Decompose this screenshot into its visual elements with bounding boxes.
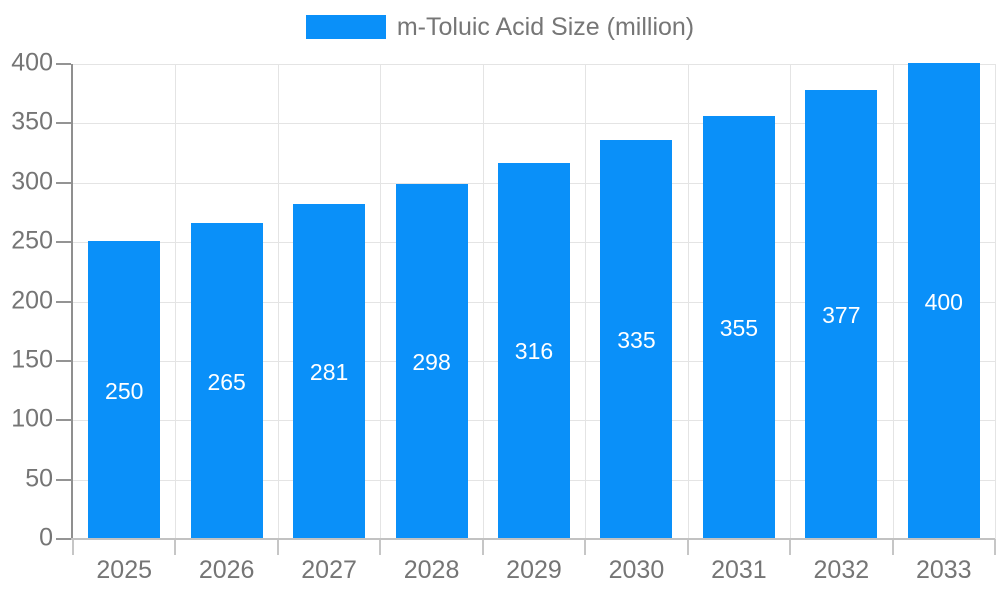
x-axis-tick-mark — [379, 539, 382, 555]
y-axis-tick-mark — [56, 419, 71, 422]
x-axis-tick-mark — [584, 539, 587, 555]
x-axis-tick-mark — [789, 539, 792, 555]
x-axis-tick-mark — [174, 539, 177, 555]
x-axis-tick-label: 2032 — [813, 556, 870, 584]
bar-2032 — [805, 90, 878, 538]
legend-label: m-Toluic Acid Size (million) — [396, 13, 695, 41]
gridline-vertical — [380, 64, 382, 539]
bar-2028 — [395, 184, 468, 538]
gridline-vertical — [175, 64, 177, 539]
bar-2033 — [907, 63, 980, 538]
gridline-vertical — [995, 64, 996, 539]
y-axis-tick-mark — [56, 478, 71, 481]
x-axis-tick-label: 2028 — [403, 556, 460, 584]
y-axis-tick-mark — [56, 122, 71, 125]
legend-color-swatch — [305, 15, 386, 40]
y-axis-tick-label: 250 — [11, 226, 53, 255]
y-axis-tick-mark — [56, 300, 71, 303]
x-axis-tick-label: 2027 — [301, 556, 357, 584]
x-axis-tick-mark — [276, 539, 279, 555]
bar-2031 — [702, 116, 775, 538]
bar-2030 — [600, 140, 673, 538]
x-axis-tick-mark — [994, 539, 996, 555]
y-axis-tick-label: 150 — [11, 345, 53, 374]
x-axis-tick-label: 2025 — [96, 556, 153, 584]
gridline-horizontal — [73, 64, 995, 65]
gridline-horizontal — [73, 123, 995, 125]
x-axis-tick-label: 2026 — [198, 556, 255, 584]
bar-2029 — [498, 162, 570, 538]
x-axis-tick-mark — [72, 539, 74, 555]
gridline-vertical — [687, 64, 689, 539]
x-axis-tick-label: 2029 — [506, 556, 562, 584]
x-axis-tick-label: 2033 — [915, 556, 972, 584]
bar-2027 — [293, 204, 366, 538]
y-axis-tick-label: 300 — [11, 167, 53, 196]
x-axis-tick-label: 2030 — [608, 556, 665, 584]
y-axis-tick-mark — [56, 181, 71, 184]
y-axis-tick-label: 50 — [25, 463, 53, 492]
y-axis-tick-label: 400 — [11, 48, 53, 77]
gridline-vertical — [277, 64, 279, 539]
bar-2026 — [190, 223, 263, 538]
x-axis-line — [71, 538, 995, 540]
gridline-vertical — [790, 64, 792, 539]
y-axis-tick-label: 200 — [11, 285, 53, 314]
gridline-vertical — [892, 64, 894, 539]
y-axis-tick-label: 0 — [39, 523, 53, 552]
y-axis-tick-label: 100 — [11, 404, 53, 433]
bar-2025 — [88, 241, 161, 538]
plot-area: 0 50 100 150 200 250 300 350 400 250 2025 265 2026 28… — [11, 48, 996, 584]
y-axis-line — [71, 64, 73, 539]
x-axis-tick-mark — [686, 539, 689, 555]
y-axis-tick-mark — [56, 538, 71, 540]
legend[interactable]: m-Toluic Acid Size (million) — [0, 13, 1000, 42]
x-axis-tick-label: 2031 — [711, 556, 767, 584]
x-axis-tick-mark — [481, 539, 484, 555]
gridline-vertical — [585, 64, 587, 539]
x-axis-tick-mark — [891, 539, 894, 555]
y-axis-tick-label: 350 — [11, 107, 53, 136]
gridline-vertical — [482, 64, 484, 539]
y-axis-tick-mark — [56, 241, 71, 244]
y-axis-tick-mark — [56, 359, 71, 362]
y-axis-tick-mark — [56, 63, 71, 65]
